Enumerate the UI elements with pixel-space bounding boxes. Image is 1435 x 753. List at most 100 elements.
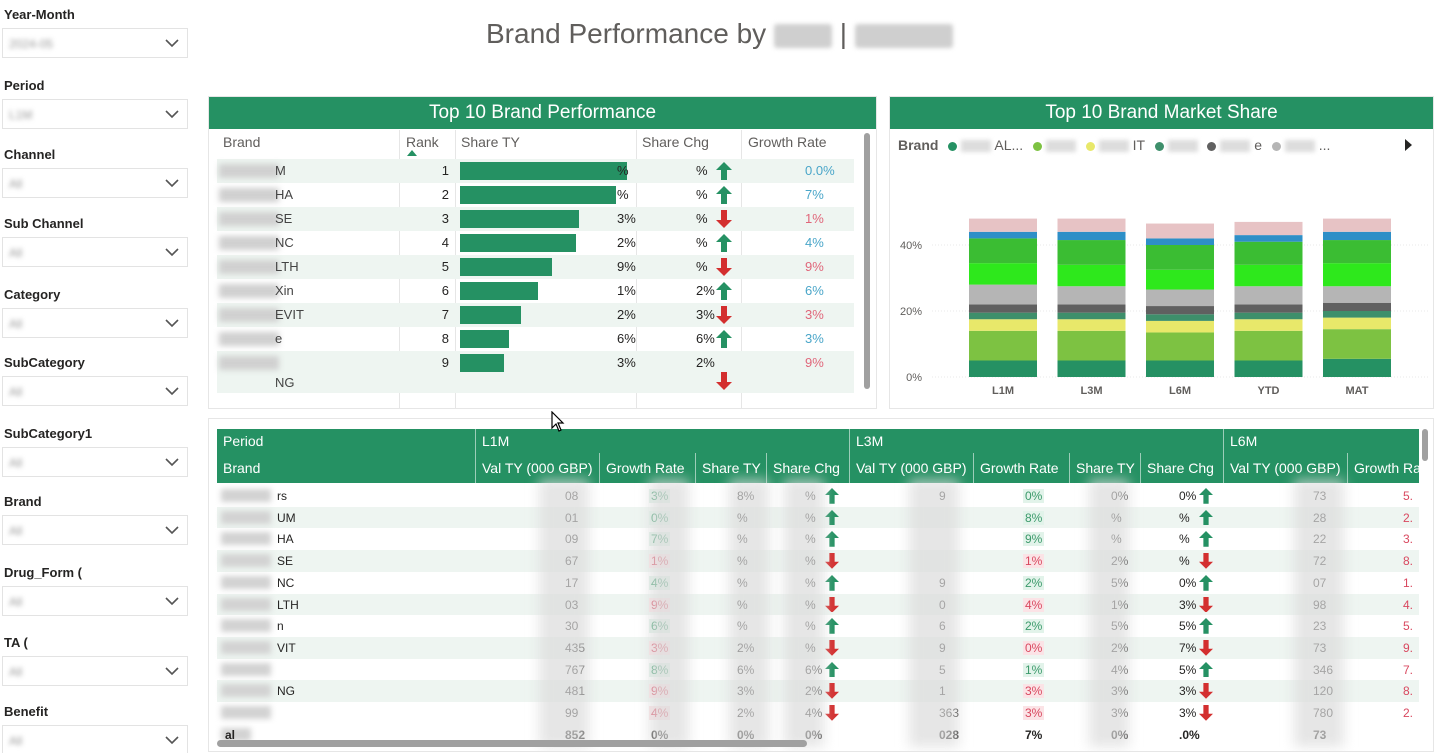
bar-segment[interactable]: [1057, 218, 1126, 232]
slicer-dropdown[interactable]: L1M: [2, 99, 188, 129]
bar-segment[interactable]: [969, 312, 1037, 320]
bar-segment[interactable]: [1323, 302, 1391, 311]
bar-segment[interactable]: [969, 231, 1037, 239]
top10-scrollbar[interactable]: [864, 133, 870, 389]
bar-segment[interactable]: [1323, 231, 1391, 241]
matrix-vertical-scrollbar[interactable]: [1422, 429, 1428, 461]
bar-segment[interactable]: [969, 284, 1037, 305]
bar-segment[interactable]: [1234, 221, 1303, 236]
slicer-dropdown[interactable]: All: [2, 447, 188, 477]
bar-segment[interactable]: [1057, 231, 1126, 241]
bar-segment[interactable]: [1323, 358, 1391, 377]
bar-segment[interactable]: [1146, 360, 1214, 378]
bar-segment[interactable]: [1234, 312, 1303, 320]
matrix-horizontal-scrollbar[interactable]: [217, 740, 807, 747]
table-row[interactable]: LTH 5 9% % 9%: [217, 255, 854, 279]
column-header[interactable]: Val TY (000 GBP): [1230, 460, 1341, 476]
bar-segment[interactable]: [969, 218, 1037, 232]
bar-segment[interactable]: [1146, 314, 1214, 321]
column-header[interactable]: Share TY: [1076, 460, 1135, 476]
bar-segment[interactable]: [1234, 286, 1303, 305]
bar-segment[interactable]: [1057, 330, 1126, 361]
bar-segment[interactable]: [1146, 245, 1214, 270]
bar-segment[interactable]: [1234, 319, 1303, 331]
bar-segment[interactable]: [969, 238, 1037, 264]
column-header[interactable]: Share Chg: [1147, 460, 1214, 476]
column-header[interactable]: Growth Rate: [606, 460, 685, 476]
bar-segment[interactable]: [1234, 241, 1303, 265]
bar-segment[interactable]: [1057, 304, 1126, 313]
bar-segment[interactable]: [1146, 223, 1214, 239]
bar-segment[interactable]: [1057, 312, 1126, 320]
slicer-dropdown[interactable]: All: [2, 586, 188, 616]
bar-segment[interactable]: [969, 263, 1037, 285]
slicer-dropdown[interactable]: All: [2, 168, 188, 198]
bar-segment[interactable]: [1146, 289, 1214, 307]
bar-segment[interactable]: [1323, 218, 1391, 232]
legend-item[interactable]: ...: [1271, 137, 1330, 153]
slicer-dropdown[interactable]: All: [2, 376, 188, 406]
slicer-dropdown[interactable]: All: [2, 725, 188, 753]
bar-segment[interactable]: [1234, 264, 1303, 287]
column-header[interactable]: Share Chg: [773, 460, 840, 476]
bar-segment[interactable]: [1323, 329, 1391, 359]
column-header[interactable]: Growth Rate: [1354, 460, 1419, 476]
table-row[interactable]: EVIT 7 2% 3% 3%: [217, 303, 854, 327]
bar-segment[interactable]: [1323, 286, 1391, 303]
bar-segment[interactable]: [1234, 360, 1303, 378]
share-chg-cell: %: [1179, 532, 1190, 547]
table-row[interactable]: e 8 6% 6% 3%: [217, 327, 854, 351]
bar-segment[interactable]: [969, 304, 1037, 313]
bar-segment[interactable]: [969, 360, 1037, 378]
legend-item[interactable]: [1033, 137, 1080, 153]
bar-segment[interactable]: [1323, 317, 1391, 330]
bar-segment[interactable]: [1057, 319, 1126, 331]
legend-next-icon[interactable]: [1403, 139, 1413, 151]
header-share-ty[interactable]: Share TY: [461, 134, 520, 150]
bar-segment[interactable]: [1323, 240, 1391, 264]
bar-segment[interactable]: [1057, 264, 1126, 287]
slicer-dropdown[interactable]: All: [2, 308, 188, 338]
bar-segment[interactable]: [1234, 235, 1303, 242]
table-row[interactable]: NG 9 3% 2% 9%: [217, 351, 854, 393]
bar-segment[interactable]: [1057, 240, 1126, 265]
bar-segment[interactable]: [1323, 311, 1391, 318]
slicer-dropdown[interactable]: All: [2, 515, 188, 545]
column-header[interactable]: Share TY: [702, 460, 761, 476]
column-header[interactable]: Val TY (000 GBP): [856, 460, 967, 476]
bar-segment[interactable]: [1323, 263, 1391, 287]
slicer-dropdown[interactable]: All: [2, 656, 188, 686]
brand-column-label[interactable]: Brand: [223, 460, 261, 476]
table-row[interactable]: Xin 6 1% 2% 6%: [217, 279, 854, 303]
period-l1m[interactable]: L1M: [482, 433, 510, 449]
bar-segment[interactable]: [1146, 269, 1214, 290]
table-row[interactable]: SE 3 3% % 1%: [217, 207, 854, 231]
header-growth-rate[interactable]: Growth Rate: [748, 134, 827, 150]
bar-segment[interactable]: [1146, 238, 1214, 245]
legend-item[interactable]: e: [1207, 137, 1265, 153]
legend-item[interactable]: [1154, 137, 1202, 153]
slicer-dropdown[interactable]: 2024-05: [2, 28, 188, 58]
column-header[interactable]: Val TY (000 GBP): [482, 460, 593, 476]
bar-segment[interactable]: [1057, 286, 1126, 305]
period-l6m[interactable]: L6M: [1230, 433, 1258, 449]
period-l3m[interactable]: L3M: [856, 433, 884, 449]
table-row[interactable]: NC 4 2% % 4%: [217, 231, 854, 255]
legend-item[interactable]: AL...: [944, 137, 1027, 153]
header-brand[interactable]: Brand: [223, 134, 261, 150]
bar-segment[interactable]: [969, 319, 1037, 331]
header-rank[interactable]: Rank: [406, 134, 439, 150]
table-row[interactable]: HA 2 % % 7%: [217, 183, 854, 207]
bar-segment[interactable]: [1234, 304, 1303, 313]
bar-segment[interactable]: [1146, 320, 1214, 333]
table-row[interactable]: M 1 % % 0.0%: [217, 159, 854, 183]
bar-segment[interactable]: [1146, 306, 1214, 315]
slicer-dropdown[interactable]: All: [2, 237, 188, 267]
header-share-chg[interactable]: Share Chg: [642, 134, 709, 150]
bar-segment[interactable]: [1146, 332, 1214, 361]
bar-segment[interactable]: [1057, 360, 1126, 378]
legend-item[interactable]: IT: [1085, 137, 1149, 153]
bar-segment[interactable]: [969, 330, 1037, 361]
column-header[interactable]: Growth Rate: [980, 460, 1059, 476]
bar-segment[interactable]: [1234, 330, 1303, 361]
